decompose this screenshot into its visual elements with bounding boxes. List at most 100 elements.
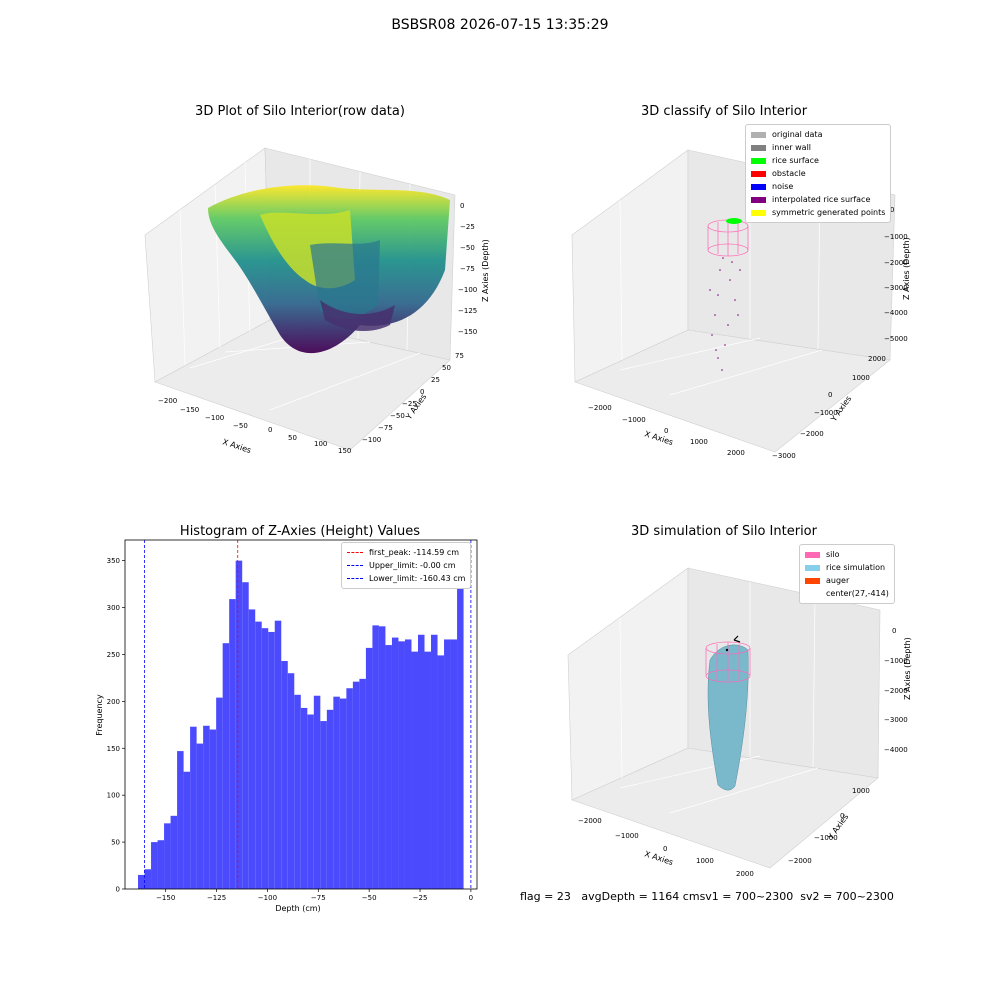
legend-label: auger	[826, 576, 850, 585]
legend-swatch	[805, 591, 820, 597]
x-tick-label: −100	[258, 894, 277, 902]
y-tick-label: 2000	[868, 355, 886, 363]
classify-zticks: 0 −1000 −2000 −3000 −4000 −5000	[884, 206, 908, 343]
histogram-y-ticks: 0 50 100 150 200 250 300 350	[107, 557, 125, 894]
x-tick-label: 50	[288, 434, 297, 442]
histogram-bar	[242, 582, 249, 889]
histogram-bar	[151, 842, 158, 889]
classify-yticks: 2000 1000 0 −1000 −2000 −3000	[772, 355, 886, 460]
legend-entry: rice simulation	[805, 561, 889, 574]
y-tick-label: −2000	[788, 857, 812, 865]
histogram-bar	[209, 729, 217, 889]
y-tick-label: 250	[107, 651, 120, 659]
histogram-bar	[404, 639, 412, 889]
histogram-bar	[437, 655, 445, 889]
x-tick-label: 0	[469, 894, 473, 902]
histogram-bar	[255, 621, 262, 889]
y-tick-label: 1000	[852, 374, 870, 382]
y-tick-label: 300	[107, 604, 120, 612]
histogram-bar	[157, 840, 165, 889]
histogram-bar	[313, 695, 321, 889]
histogram-bar	[398, 641, 405, 889]
histogram-bar	[359, 678, 366, 889]
histogram-bar	[281, 661, 288, 889]
histogram-bar	[411, 651, 418, 889]
histogram-legend: first_peak: -114.59 cm Upper_limit: -0.0…	[341, 542, 472, 589]
x-tick-label: 100	[314, 440, 327, 448]
x-tick-label: −1000	[615, 832, 639, 840]
histogram-bar	[352, 681, 360, 889]
legend-swatch	[805, 577, 820, 584]
legend-entry: rice surface	[751, 154, 885, 167]
y-tick-label: 0	[840, 812, 844, 820]
y-tick-label: −75	[378, 424, 393, 432]
legend-line	[347, 565, 363, 566]
histogram-title: Histogram of Z-Axies (Height) Values	[179, 524, 421, 539]
legend-label: symmetric generated points	[772, 208, 886, 217]
legend-swatch	[751, 131, 766, 138]
x-tick-label: −50	[362, 894, 377, 902]
histogram-bars	[138, 560, 464, 889]
y-tick-label: 25	[431, 376, 440, 384]
y-tick-label: 200	[107, 698, 120, 706]
y-tick-label: −1000	[814, 409, 838, 417]
histogram-bar	[300, 707, 308, 889]
histogram-bar	[385, 645, 392, 889]
histogram-bar	[391, 637, 399, 889]
legend-label: original data	[772, 130, 823, 139]
legend-label: rice simulation	[826, 563, 886, 572]
legend-label: silo	[826, 550, 840, 559]
y-tick-label: 150	[107, 745, 120, 753]
z-tick-label: −1000	[884, 657, 908, 665]
z-tick-label: −2000	[884, 687, 908, 695]
avg-depth-text: avgDepth = 1164 cm	[581, 890, 700, 903]
histogram-bar	[144, 869, 152, 889]
auger-icon	[733, 635, 741, 643]
x-tick-label: −150	[156, 894, 175, 902]
legend-label: first_peak: -114.59 cm	[369, 548, 460, 557]
rice-surface-points	[726, 218, 742, 224]
x-tick-label: 2000	[727, 449, 745, 457]
flag-text: flag = 23	[520, 890, 571, 903]
x-tick-label: −150	[180, 406, 199, 414]
x-tick-label: −75	[311, 894, 326, 902]
raw-yticks: 75 50 25 0 −25 −50 −75 −100	[362, 352, 464, 444]
y-tick-label: 0	[116, 886, 120, 894]
interpolated-points	[709, 257, 741, 371]
simulation-xticks: −2000 −1000 0 1000 2000	[578, 817, 754, 878]
legend-label: noise	[772, 182, 794, 191]
x-tick-label: −125	[207, 894, 226, 902]
legend-swatch	[805, 564, 820, 571]
z-tick-label: −3000	[884, 284, 908, 292]
z-tick-label: −4000	[884, 309, 908, 317]
y-tick-label: 100	[107, 792, 120, 800]
x-tick-label: 0	[663, 845, 667, 853]
histogram-bar	[164, 823, 171, 889]
histogram-bar	[326, 709, 334, 889]
legend-swatch	[751, 209, 766, 216]
histogram-bar	[444, 639, 451, 889]
simulation-z-axis-label: Z Axies (Depth)	[903, 637, 912, 700]
legend-entry: Upper_limit: -0.00 cm	[347, 559, 465, 572]
legend-swatch	[751, 157, 766, 164]
legend-entry: noise	[751, 180, 885, 193]
histogram-bar	[294, 694, 301, 889]
raw-x-axis-label: X Axies	[221, 437, 252, 455]
x-tick-label: −50	[233, 422, 248, 430]
y-tick-label: −25	[402, 400, 417, 408]
histogram-bar	[196, 743, 204, 889]
raw-plot-title: 3D Plot of Silo Interior(row data)	[195, 104, 405, 119]
histogram-bar	[346, 688, 353, 889]
y-tick-label: 1000	[852, 787, 870, 795]
classify-xticks: −2000 −1000 0 1000 2000	[588, 404, 745, 457]
z-tick-label: −4000	[884, 746, 908, 754]
histogram-bar	[339, 698, 347, 889]
y-tick-label: 0	[420, 388, 424, 396]
legend-entry: inner wall	[751, 141, 885, 154]
z-tick-label: −150	[458, 328, 477, 336]
z-tick-label: 0	[892, 627, 896, 635]
simulation-silo-wireframe	[705, 641, 751, 683]
x-tick-label: 0	[268, 426, 272, 434]
raw-zticks: 0 −25 −50 −75 −100 −125 −150	[458, 202, 477, 336]
histogram-bar	[177, 751, 184, 889]
